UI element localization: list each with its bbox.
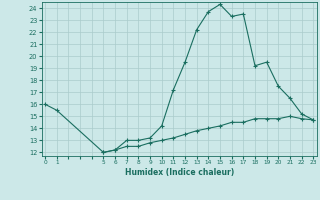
X-axis label: Humidex (Indice chaleur): Humidex (Indice chaleur) <box>124 168 234 177</box>
